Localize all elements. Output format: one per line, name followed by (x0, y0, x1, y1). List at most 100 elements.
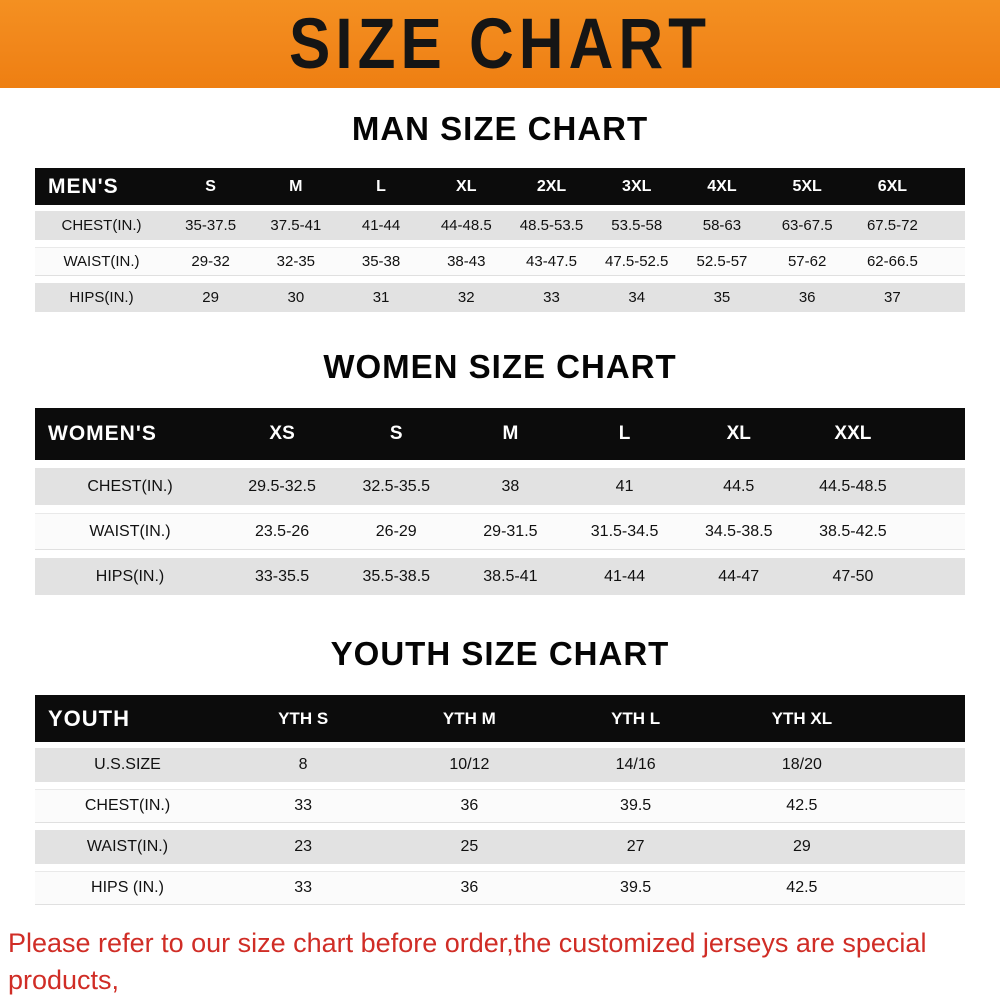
value-cell: 52.5-57 (696, 253, 748, 270)
column-header: XL (726, 423, 751, 444)
value-cell: 29 (202, 289, 219, 306)
value-cell: 48.5-53.5 (519, 217, 584, 234)
value-cell: 35-37.5 (185, 217, 237, 234)
banner: SIZE CHART (0, 0, 1000, 88)
table-row: CHEST(IN.) 35-37.5 37.5-41 41-44 44-48.5 48.5… (35, 211, 965, 240)
column-header: L (618, 423, 631, 444)
value-cell: 8 (298, 756, 308, 773)
table-row: HIPS(IN.) 33-35.5 35.5-38.5 38.5-41 41-44 44-… (35, 558, 965, 595)
column-header: 5XL (792, 177, 822, 195)
column-header: L (376, 177, 386, 195)
women-size-chart-section: WOMEN SIZE CHART WOMEN'S XS S M L XL XXL CHEST(… (0, 348, 1000, 595)
column-header: 6XL (877, 177, 908, 195)
table-row: WAIST(IN.) 23.5-26 26-29 29-31.5 31.5-34.5 34… (35, 513, 965, 550)
row-label: HIPS (IN.) (91, 879, 164, 896)
table-header-row: MEN'S S M L XL 2XL 3XL 4XL 5XL 6XL (35, 168, 965, 205)
value-cell: 44.5 (723, 477, 755, 495)
table-row: WAIST(IN.) 23 25 27 29 (35, 830, 965, 864)
row-label: HIPS(IN.) (69, 289, 134, 306)
value-cell: 47.5-52.5 (605, 253, 669, 270)
table-row: U.S.SIZE 8 10/12 14/16 18/20 (35, 748, 965, 782)
value-cell: 43-47.5 (526, 253, 577, 270)
table-corner-label: YOUTH (48, 705, 130, 731)
column-header: XS (269, 423, 295, 444)
value-cell: 23.5-26 (254, 522, 310, 540)
row-label: CHEST(IN.) (87, 477, 173, 495)
column-header: S (205, 177, 216, 195)
value-cell: 47-50 (832, 567, 874, 585)
column-header: M (502, 423, 519, 444)
value-cell: 37 (884, 289, 901, 306)
youth-size-table: YOUTH YTH S YTH M YTH L YTH XL U.S.SIZE 8 10/12… (35, 695, 965, 905)
column-header: YTH M (442, 708, 496, 728)
value-cell: 44-47 (718, 567, 760, 585)
column-header: S (389, 423, 403, 444)
table-row: CHEST(IN.) 29.5-32.5 32.5-35.5 38 41 44.5 44.5… (35, 468, 965, 505)
footer-note-line-1: Please refer to our size chart before or… (8, 928, 927, 995)
men-size-chart-section: MAN SIZE CHART MEN'S S M L XL 2XL 3XL 4XL 5XL 6XL… (0, 110, 1000, 312)
value-cell: 35-38 (361, 253, 401, 270)
value-cell: 44-48.5 (440, 217, 492, 234)
youth-section-heading: YOUTH SIZE CHART (330, 635, 670, 672)
value-cell: 41 (615, 477, 634, 495)
table-row: CHEST(IN.) 33 36 39.5 42.5 (35, 789, 965, 823)
value-cell: 62-66.5 (866, 253, 918, 270)
value-cell: 42.5 (786, 797, 818, 814)
value-cell: 29 (792, 838, 811, 855)
value-cell: 32 (457, 289, 475, 306)
value-cell: 32.5-35.5 (362, 477, 431, 495)
column-header: XXL (834, 423, 872, 444)
women-section-heading: WOMEN SIZE CHART (323, 348, 677, 385)
value-cell: 53.5-58 (611, 217, 663, 234)
value-cell: 38.5-42.5 (819, 522, 887, 540)
row-label: CHEST(IN.) (84, 797, 171, 814)
row-label: WAIST(IN.) (89, 522, 171, 540)
men-section-heading: MAN SIZE CHART (351, 110, 649, 147)
value-cell: 27 (626, 838, 645, 855)
value-cell: 36 (798, 289, 816, 306)
value-cell: 36 (460, 797, 479, 814)
value-cell: 33-35.5 (254, 567, 310, 585)
table-corner-label: WOMEN'S (48, 422, 157, 445)
value-cell: 34.5-38.5 (704, 522, 773, 540)
value-cell: 30 (287, 289, 305, 306)
column-header: 4XL (707, 177, 737, 195)
table-row: WAIST(IN.) 29-32 32-35 35-38 38-43 43-47.5 47.… (35, 247, 965, 276)
value-cell: 42.5 (786, 879, 818, 896)
value-cell: 14/16 (615, 756, 656, 773)
youth-size-chart-section: YOUTH SIZE CHART YOUTH YTH S YTH M YTH L YTH… (0, 635, 1000, 905)
row-label: WAIST(IN.) (86, 838, 169, 855)
value-cell: 29.5-32.5 (248, 477, 316, 495)
footer-note: Please refer to our size chart before or… (8, 925, 992, 1000)
value-cell: 67.5-72 (866, 217, 918, 234)
table-corner-label: MEN'S (48, 174, 119, 198)
value-cell: 58-63 (702, 217, 742, 234)
value-cell: 10/12 (449, 756, 490, 773)
value-cell: 63-67.5 (781, 217, 833, 234)
value-cell: 29-31.5 (483, 522, 538, 540)
table-row: HIPS (IN.) 33 36 39.5 42.5 (35, 871, 965, 905)
value-cell: 31 (372, 289, 390, 306)
column-header: 2XL (536, 177, 567, 195)
value-cell: 33 (294, 879, 313, 896)
table-header-row: YOUTH YTH S YTH M YTH L YTH XL (35, 695, 965, 742)
value-cell: 36 (460, 879, 479, 896)
value-cell: 31.5-34.5 (590, 522, 659, 540)
table-header-row: WOMEN'S XS S M L XL XXL (35, 408, 965, 460)
value-cell: 33 (543, 289, 560, 306)
value-cell: 29-32 (191, 253, 230, 270)
value-cell: 41-44 (604, 567, 646, 585)
value-cell: 35.5-38.5 (362, 567, 431, 585)
value-cell: 18/20 (781, 756, 822, 773)
row-label: WAIST(IN.) (63, 253, 140, 270)
column-header: M (289, 177, 303, 195)
row-label: U.S.SIZE (94, 756, 161, 773)
column-header: YTH XL (771, 708, 833, 728)
value-cell: 57-62 (787, 253, 827, 270)
value-cell: 41-44 (361, 217, 401, 234)
value-cell: 38 (501, 477, 520, 495)
value-cell: 25 (460, 838, 479, 855)
value-cell: 33 (294, 797, 313, 814)
row-label: CHEST(IN.) (61, 217, 142, 234)
column-header: YTH S (278, 708, 329, 728)
